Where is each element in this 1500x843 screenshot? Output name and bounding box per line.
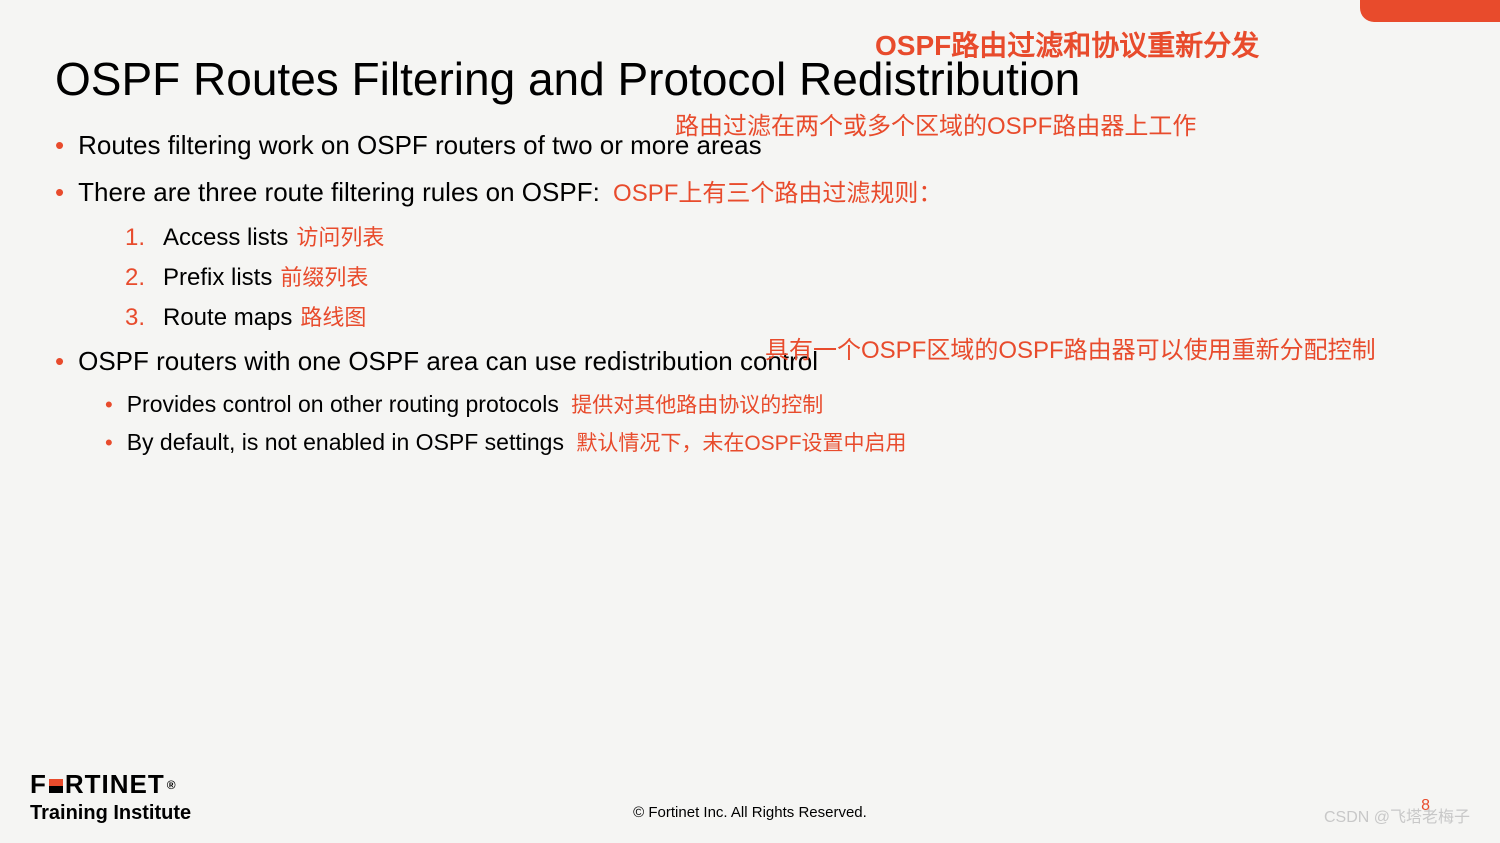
bullet-item-1: • Routes filtering work on OSPF routers … [55, 130, 1480, 161]
sub-bullet-2: • By default, is not enabled in OSPF set… [105, 427, 1480, 457]
bullet-icon: • [105, 392, 113, 418]
bullet1-text: Routes filtering work on OSPF routers of… [78, 130, 762, 161]
bullet-icon: • [55, 177, 64, 208]
bullet-icon: • [55, 346, 64, 377]
numbered-3-text: Route maps [163, 304, 292, 332]
num-3: 3. [125, 304, 149, 332]
numbered-2-text: Prefix lists [163, 264, 272, 292]
sub1-text: Provides control on other routing protoc… [127, 391, 559, 417]
bullet-icon: • [55, 130, 64, 161]
bullet2-annotation-cn: OSPF上有三个路由过滤规则： [613, 180, 942, 207]
numbered-list: 1. Access lists 访问列表 2. Prefix lists 前缀列… [125, 220, 1480, 332]
numbered-item-2: 2. Prefix lists 前缀列表 [125, 260, 1480, 292]
bullet2-text: There are three route filtering rules on… [78, 177, 600, 207]
bullet3-text: OSPF routers with one OSPF area can use … [78, 346, 818, 377]
corner-tab [1360, 0, 1500, 22]
sub2-text: By default, is not enabled in OSPF setti… [127, 429, 564, 455]
num-1: 1. [125, 224, 149, 252]
slide-title: OSPF Routes Filtering and Protocol Redis… [55, 52, 1080, 106]
logo-reg: ® [167, 778, 177, 792]
logo-block: F RTINET® Training Institute [30, 769, 191, 825]
num-2: 2. [125, 264, 149, 292]
sub-bullet-list: • Provides control on other routing prot… [105, 389, 1480, 457]
sub-bullet-1: • Provides control on other routing prot… [105, 389, 1480, 419]
logo-part2: RTINET [65, 769, 165, 800]
logo-part1: F [30, 769, 47, 800]
sub1-annotation: 提供对其他路由协议的控制 [571, 394, 823, 417]
copyright-text: © Fortinet Inc. All Rights Reserved. [633, 804, 867, 821]
numbered-2-annotation: 前缀列表 [280, 260, 368, 292]
numbered-3-annotation: 路线图 [300, 300, 366, 332]
logo-square-icon [49, 779, 63, 793]
numbered-1-text: Access lists [163, 224, 288, 252]
sub2-annotation: 默认情况下，未在OSPF设置中启用 [576, 432, 906, 455]
bullet-icon: • [105, 430, 113, 456]
numbered-1-annotation: 访问列表 [296, 220, 384, 252]
numbered-item-1: 1. Access lists 访问列表 [125, 220, 1480, 252]
fortinet-logo: F RTINET® [30, 769, 191, 800]
bullet3-annotation-cn: 具有一个OSPF区域的OSPF路由器可以使用重新分配控制 [765, 330, 1376, 365]
numbered-item-3: 3. Route maps 路线图 [125, 300, 1480, 332]
bullet-item-2: • There are three route filtering rules … [55, 173, 1480, 208]
watermark: CSDN @飞塔老梅子 [1324, 803, 1470, 827]
content-area: • Routes filtering work on OSPF routers … [55, 130, 1480, 465]
training-institute-text: Training Institute [30, 802, 191, 825]
